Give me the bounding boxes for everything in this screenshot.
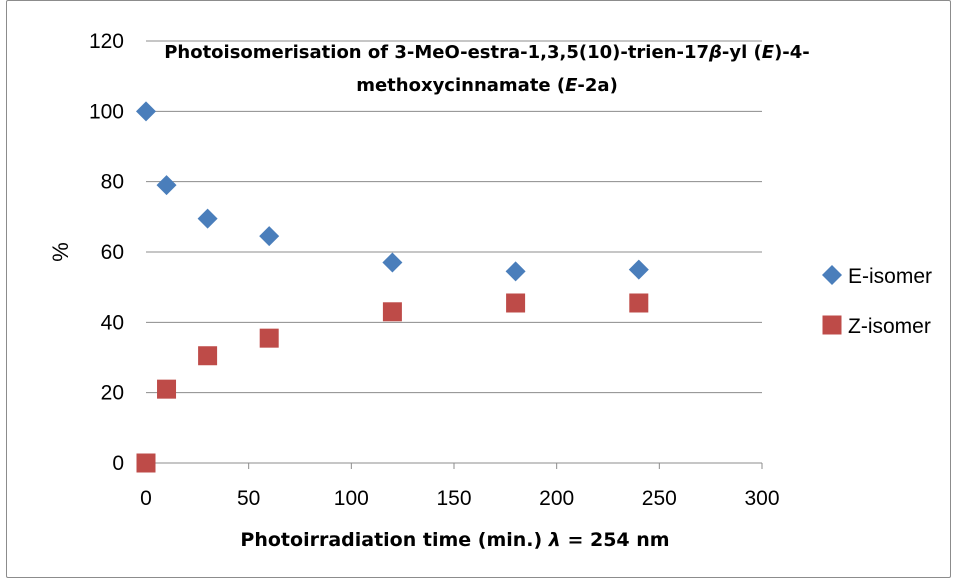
y-tick-labels: 0 20 40 60 80 100 120	[89, 30, 124, 475]
e-isomer-point-5	[505, 261, 526, 282]
z-isomer-point-1	[157, 379, 177, 399]
y-tick-label-4: 80	[101, 171, 124, 194]
legend-marker-1	[822, 315, 842, 335]
z-isomer-point-6	[629, 293, 649, 313]
x-tick-label-1: 50	[237, 487, 260, 510]
z-isomer-point-3	[259, 328, 279, 348]
x-tick-label-2: 100	[334, 487, 369, 510]
legend-marker-0	[822, 265, 842, 285]
e-isomer-point-3	[259, 226, 280, 247]
y-tick-label-1: 20	[101, 382, 124, 405]
x-tick-label-0: 0	[140, 487, 152, 510]
chart-frame	[6, 0, 951, 578]
chart-title-line-1: Photoisomerisation of 3-MeO-estra-1,3,5(…	[164, 42, 810, 63]
z-isomer-point-4	[382, 302, 402, 322]
y-axis-title: %	[48, 242, 73, 262]
e-isomer-point-2	[197, 208, 218, 229]
x-axis-title: Photoirradiation time (min.) λ = 254 nm	[240, 529, 669, 551]
e-isomer-point-0	[136, 101, 156, 122]
x-tick-label-3: 150	[436, 487, 471, 510]
data-points	[136, 101, 649, 473]
y-tick-label-3: 60	[101, 241, 124, 264]
legend-label-1: Z-isomer	[848, 315, 931, 338]
z-isomer-point-0	[136, 453, 156, 473]
e-isomer-point-1	[156, 175, 177, 196]
e-isomer-point-4	[382, 252, 403, 273]
x-tick-labels: 0 50 100 150 200 250 300	[140, 487, 779, 510]
e-isomer-point-6	[628, 259, 649, 280]
x-tick-label-5: 250	[642, 487, 677, 510]
y-tick-label-0: 0	[112, 452, 124, 475]
z-isomer-point-5	[506, 293, 526, 313]
x-tick-label-4: 200	[539, 487, 574, 510]
y-tick-label-5: 100	[89, 100, 124, 123]
axes	[145, 462, 763, 469]
legend: E-isomer Z-isomer	[822, 265, 932, 338]
x-tick-label-6: 300	[744, 487, 779, 510]
legend-label-0: E-isomer	[848, 265, 932, 288]
z-isomer-point-2	[198, 346, 218, 366]
gridlines	[146, 40, 762, 394]
y-tick-label-2: 40	[101, 311, 124, 334]
chart-title-line-2: methoxycinnamate (E-2a)	[356, 75, 618, 96]
y-tick-label-6: 120	[89, 30, 124, 53]
